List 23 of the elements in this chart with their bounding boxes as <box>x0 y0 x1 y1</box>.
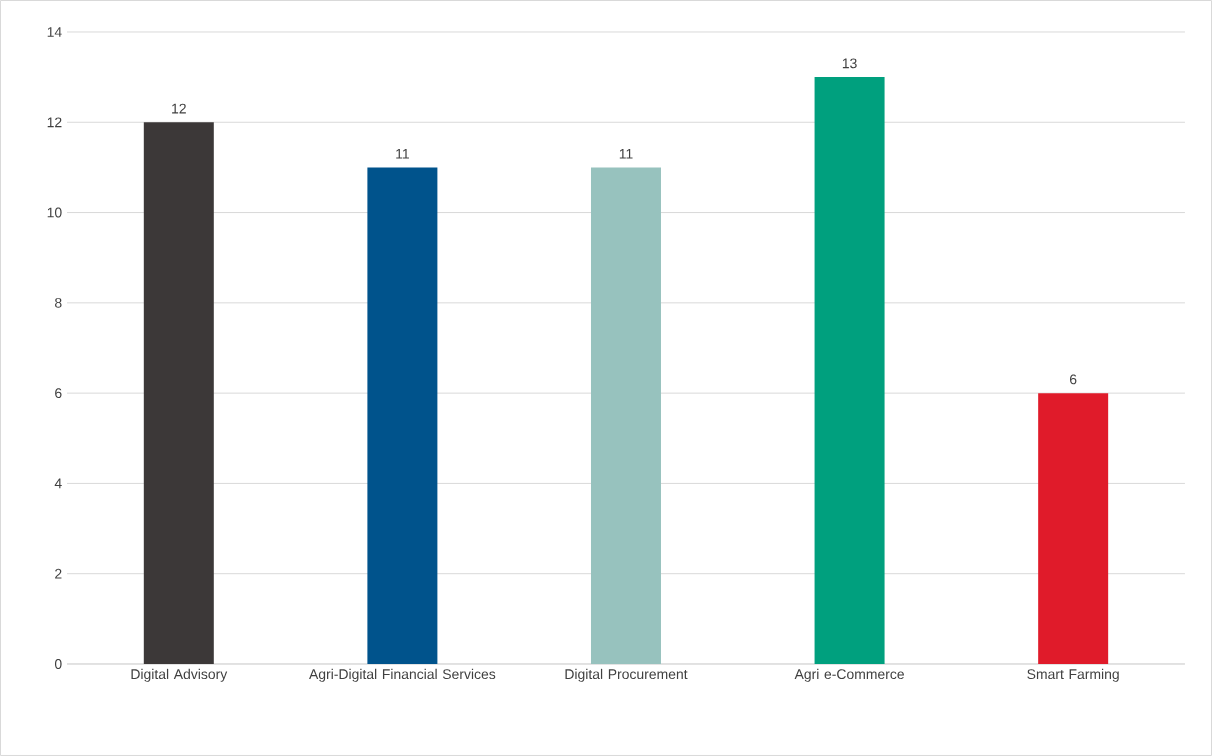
data-label: 13 <box>842 58 857 69</box>
bar <box>590 167 661 664</box>
bar <box>143 122 214 664</box>
data-label: 11 <box>396 148 409 159</box>
x-tick-label: Smart Farming <box>1027 668 1119 682</box>
y-tick-label: 0 <box>54 659 62 669</box>
y-tick-label: 14 <box>47 27 62 37</box>
data-label: 6 <box>1069 374 1077 385</box>
y-tick-label: 2 <box>55 568 62 579</box>
x-tick-label: Digital Procurement <box>565 668 688 682</box>
x-tick-label: Agri e-Commerce <box>794 668 904 682</box>
y-tick-label: 8 <box>55 297 62 308</box>
y-tick-label: 10 <box>47 207 62 218</box>
y-tick-label: 4 <box>54 478 62 489</box>
x-tick-label: Digital Advisory <box>131 668 228 682</box>
data-label: 11 <box>619 148 633 159</box>
bar <box>814 77 885 664</box>
bar <box>1038 393 1109 664</box>
y-tick-label: 12 <box>47 117 62 128</box>
x-tick-label: Agri-Digital Financial Services <box>309 668 496 682</box>
y-tick-label: 6 <box>55 388 62 399</box>
data-label: 12 <box>172 103 186 114</box>
bar <box>367 167 438 664</box>
